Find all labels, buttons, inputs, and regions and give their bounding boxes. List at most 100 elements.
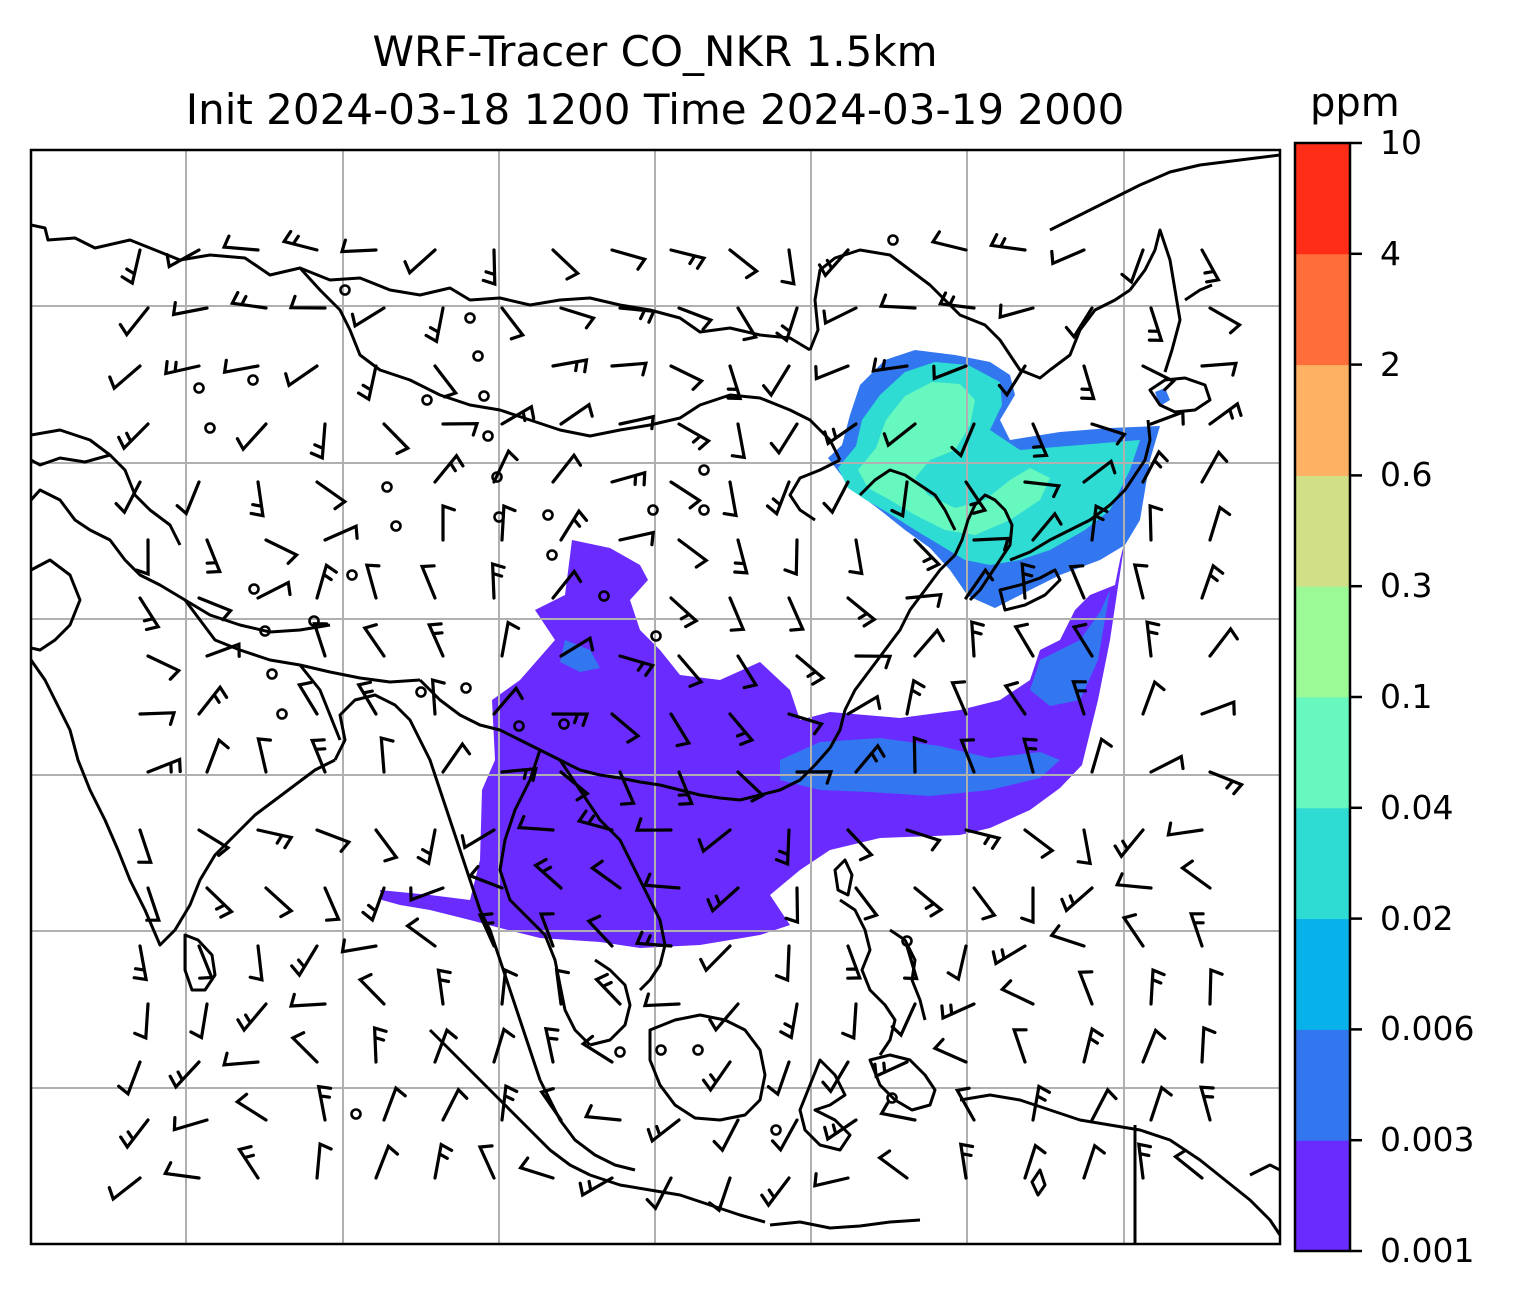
- wind-barb: [669, 480, 703, 510]
- colorbar-level-2: [1295, 918, 1350, 1030]
- wind-barb: [618, 530, 656, 547]
- wind-barb: [236, 1145, 260, 1180]
- colorbar-level-3: [1295, 807, 1350, 920]
- wind-barb: [669, 364, 705, 391]
- wind-barb: [120, 248, 142, 286]
- wind-barb: [779, 1002, 799, 1040]
- wind-barb: [1148, 503, 1164, 542]
- wind-barb: [822, 480, 850, 515]
- wind-barb: [913, 538, 942, 572]
- calm-wind-circle: [350, 1108, 362, 1120]
- wind-barb: [1114, 872, 1153, 890]
- wind-barb: [205, 642, 241, 658]
- wind-barb: [774, 944, 791, 983]
- wind-barb: [133, 1002, 150, 1041]
- wind-barb: [954, 1086, 976, 1122]
- wind-barb: [315, 828, 352, 853]
- wind-barb: [1021, 737, 1038, 774]
- wind-barb: [1208, 504, 1232, 542]
- wind-barb: [284, 364, 319, 388]
- colorbar-unit-label: ppm: [1310, 80, 1400, 126]
- colorbar-tick-label: 0.02: [1380, 898, 1454, 938]
- wind-barb: [1031, 511, 1063, 542]
- wind-barb: [1166, 821, 1204, 837]
- wind-barb: [315, 562, 338, 600]
- wind-barb: [876, 1149, 909, 1180]
- tracer-plume-south: [380, 540, 1125, 948]
- wind-barb: [1208, 401, 1243, 426]
- calm-wind-circle: [247, 374, 259, 386]
- wind-barb: [634, 817, 673, 832]
- wind-barb: [762, 364, 791, 398]
- wind-barb: [256, 580, 292, 600]
- wind-barb: [234, 1092, 268, 1122]
- wind-barb: [1068, 564, 1086, 600]
- wind-barb: [551, 358, 589, 374]
- wind-barb: [403, 248, 437, 276]
- wind-barb: [946, 944, 968, 982]
- wind-barb: [814, 364, 850, 381]
- wind-barb: [175, 480, 201, 517]
- calm-wind-circle: [339, 284, 351, 296]
- wind-barb: [787, 596, 806, 632]
- wind-barb: [787, 712, 825, 736]
- wind-barb: [165, 248, 201, 269]
- wind-barb: [290, 944, 319, 978]
- wind-barb: [500, 306, 526, 341]
- colorbar-tick-label: 0.1: [1380, 677, 1433, 716]
- wind-barb: [841, 1002, 858, 1041]
- wind-barb: [586, 914, 614, 948]
- wind-barb: [937, 291, 976, 310]
- wind-barb: [964, 480, 988, 515]
- colorbar-tick-label: 0.3: [1380, 566, 1433, 606]
- wind-barb: [467, 865, 504, 890]
- wind-barb: [699, 944, 732, 973]
- wind-barb: [848, 538, 864, 576]
- colorbar-level-7: [1295, 364, 1350, 476]
- wind-barb: [235, 422, 268, 452]
- wind-barb: [905, 828, 943, 852]
- wind-barb: [964, 567, 995, 600]
- wind-barb: [339, 238, 378, 254]
- wind-barb: [436, 968, 452, 1006]
- wind-barb: [677, 770, 695, 806]
- wind-barb: [706, 886, 740, 914]
- wind-barb: [765, 480, 791, 517]
- calm-wind-circle: [415, 686, 427, 698]
- wind-barb: [492, 448, 519, 484]
- wind-barb: [532, 857, 563, 890]
- map-title-line-1: WRF-Tracer CO_NKR 1.5km: [372, 27, 938, 76]
- wind-barb: [419, 564, 437, 600]
- wind-barb: [172, 1116, 209, 1132]
- wind-barb: [879, 1101, 917, 1122]
- wind-barb: [736, 306, 759, 342]
- wind-barb: [481, 248, 497, 287]
- colorbar-tick-label: 0.04: [1380, 787, 1454, 827]
- wind-barb: [551, 452, 583, 484]
- wind-barb: [372, 1025, 388, 1064]
- wind-barb: [645, 1176, 673, 1212]
- wind-barb: [1200, 1025, 1217, 1064]
- wind-barb: [1208, 967, 1224, 1006]
- tracer-patch-west: [560, 640, 600, 672]
- wind-barb: [769, 422, 799, 456]
- wind-barb: [913, 886, 944, 918]
- wind-barb: [229, 290, 268, 310]
- wind-barb: [846, 694, 882, 716]
- wind-barb: [500, 766, 538, 782]
- calm-wind-circle: [390, 520, 402, 532]
- wind-barb: [477, 1144, 496, 1180]
- wind-barb: [733, 538, 749, 575]
- wind-barb: [290, 1031, 319, 1064]
- wind-barb: [1064, 306, 1094, 340]
- wind-barb: [712, 1118, 740, 1153]
- wind-barb: [882, 422, 917, 448]
- wind-barb: [1172, 1148, 1204, 1180]
- wind-barb: [783, 538, 799, 577]
- wind-barb: [323, 523, 359, 542]
- wind-barb: [460, 828, 496, 851]
- wind-barb: [256, 828, 294, 850]
- wind-barb: [296, 680, 319, 716]
- calm-wind-circle: [770, 1124, 782, 1136]
- wind-barb: [728, 596, 746, 632]
